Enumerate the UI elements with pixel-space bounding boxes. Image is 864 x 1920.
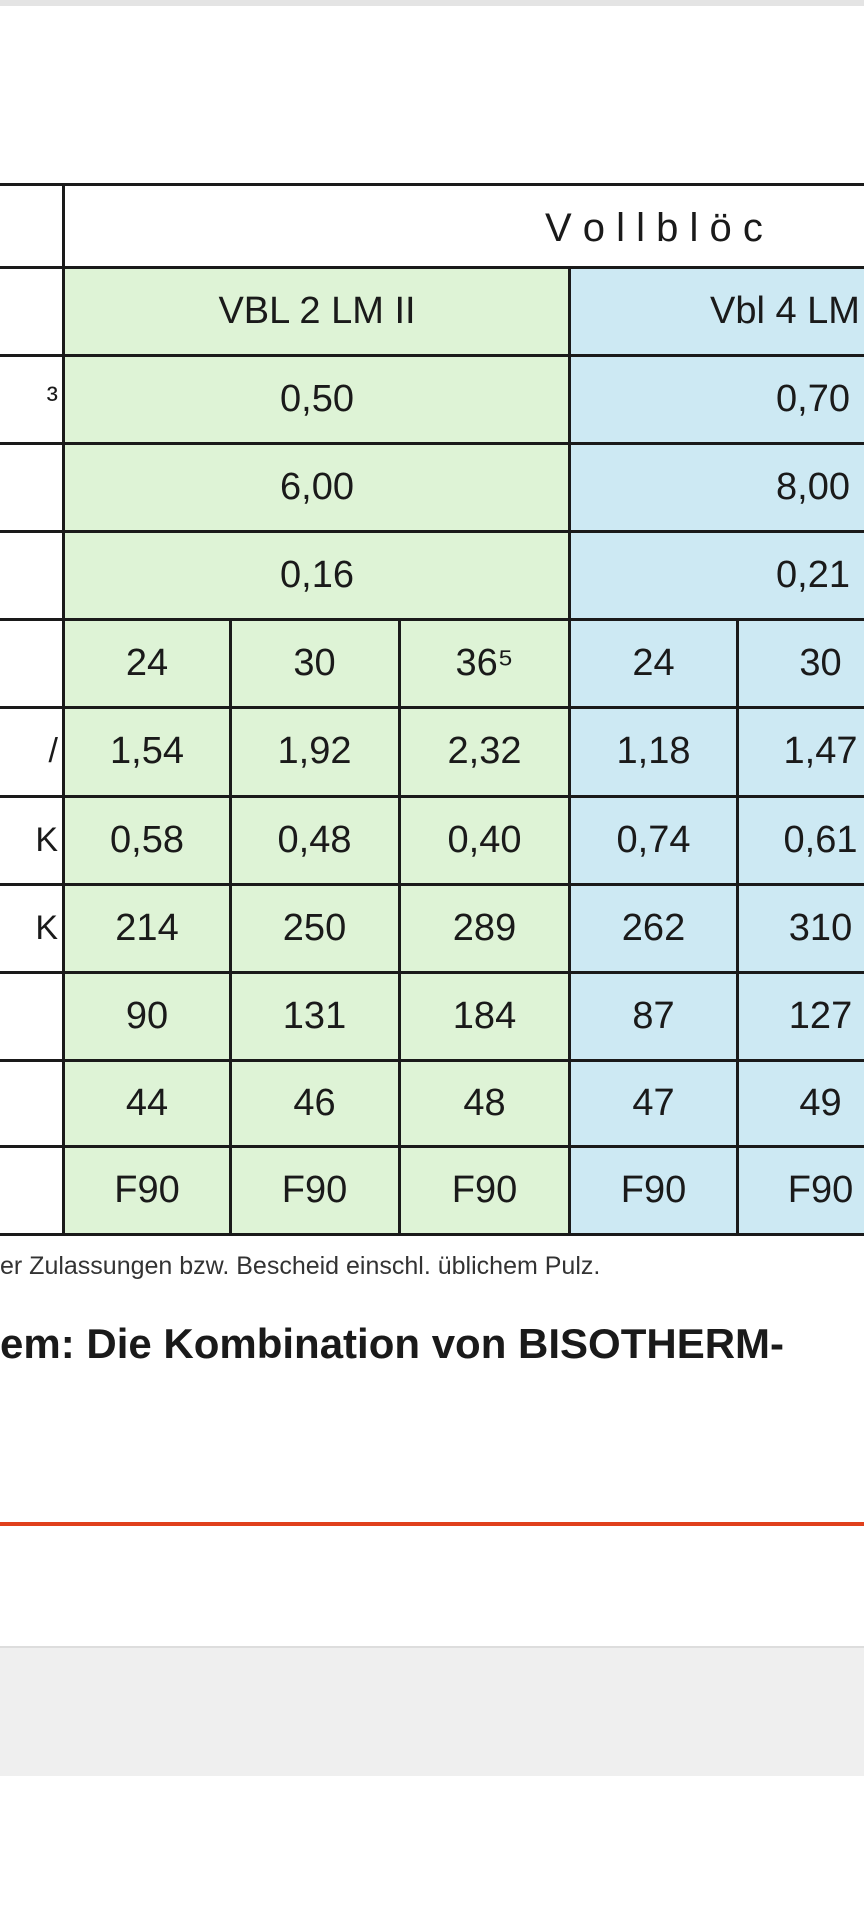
row-line <box>0 354 864 357</box>
col-line <box>736 619 739 1234</box>
table-cell: 250 <box>282 906 347 949</box>
green-area <box>64 267 570 1234</box>
table-cell: 6,00 <box>280 465 354 508</box>
group-header: V o l l b l ö c <box>545 205 763 250</box>
table-cell: 0,50 <box>280 377 354 420</box>
table-cell: 0,74 <box>616 818 691 861</box>
table-cell: 24 <box>632 641 675 684</box>
table-cell: 0,16 <box>280 553 354 596</box>
table-cell: 1,92 <box>277 730 352 772</box>
gray-bar <box>0 1646 864 1776</box>
row-line <box>0 442 864 445</box>
table-cell: 0,40 <box>447 818 522 861</box>
blue-area <box>570 267 864 1234</box>
table-cell: 47 <box>632 1081 675 1124</box>
table-cell: 49 <box>799 1081 842 1124</box>
product-header: VBL 2 LM II <box>218 289 416 332</box>
table-cell: 24 <box>125 641 169 684</box>
row-line <box>0 1145 864 1148</box>
table-cell: 2,32 <box>447 730 522 772</box>
table-cell: 214 <box>115 906 179 949</box>
footnote: er Zulassungen bzw. Bescheid einschl. üb… <box>0 1252 601 1280</box>
table-cell: 0,70 <box>776 377 850 420</box>
table-cell: 1,47 <box>783 730 858 772</box>
row-line <box>0 530 864 533</box>
table-cell: F90 <box>620 1168 687 1211</box>
table-cell: 131 <box>282 994 347 1037</box>
table-cell: 0,58 <box>110 818 184 861</box>
table-cell: 87 <box>632 994 675 1037</box>
table-cell: 184 <box>452 994 517 1037</box>
top-bar <box>0 0 864 6</box>
row-line <box>0 706 864 709</box>
table-cell: 0,61 <box>783 818 858 861</box>
table-cell: 46 <box>293 1081 336 1124</box>
table-cell: 48 <box>463 1081 506 1124</box>
table-cell: 289 <box>452 906 517 949</box>
red-rule <box>0 1522 864 1526</box>
table-cell: 30 <box>799 641 842 684</box>
table-cell: 1,54 <box>110 730 184 772</box>
table-cell: 1,18 <box>616 730 691 772</box>
col-line <box>568 267 571 1234</box>
row-line <box>0 971 864 974</box>
table-cell: 0,21 <box>776 553 850 596</box>
row-line <box>0 618 864 621</box>
row-label: K <box>35 908 58 947</box>
heading: em: Die Kombination von BISOTHERM- <box>0 1320 785 1367</box>
col-line <box>398 619 401 1234</box>
table-cell: 8,00 <box>776 465 850 508</box>
product-header: Vbl 4 LM <box>710 289 860 332</box>
row-line <box>0 266 864 269</box>
row-line <box>0 183 864 186</box>
table-cell: 0,48 <box>277 818 352 861</box>
row-label: / <box>48 732 58 770</box>
row-line <box>0 1059 864 1062</box>
table-cell: 36⁵ <box>455 641 514 684</box>
table-cell: 262 <box>621 906 686 949</box>
table-cell: F90 <box>787 1168 854 1211</box>
col-line <box>62 184 65 1234</box>
table-cell: 127 <box>788 994 853 1037</box>
table-cell: 310 <box>788 906 853 949</box>
row-line <box>0 1233 864 1236</box>
table-cell: F90 <box>451 1168 518 1211</box>
table-cell: 44 <box>125 1081 169 1124</box>
row-label: ³ <box>46 379 58 418</box>
table-cell: F90 <box>281 1168 348 1211</box>
col-line <box>229 619 232 1234</box>
row-line <box>0 883 864 886</box>
row-line <box>0 795 864 798</box>
row-label: K <box>35 820 58 859</box>
table-cell: 90 <box>125 994 169 1037</box>
table-cell: F90 <box>114 1168 180 1211</box>
table-cell: 30 <box>293 641 336 684</box>
